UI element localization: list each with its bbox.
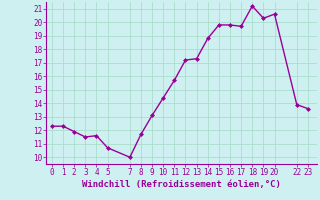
X-axis label: Windchill (Refroidissement éolien,°C): Windchill (Refroidissement éolien,°C) xyxy=(82,180,281,189)
